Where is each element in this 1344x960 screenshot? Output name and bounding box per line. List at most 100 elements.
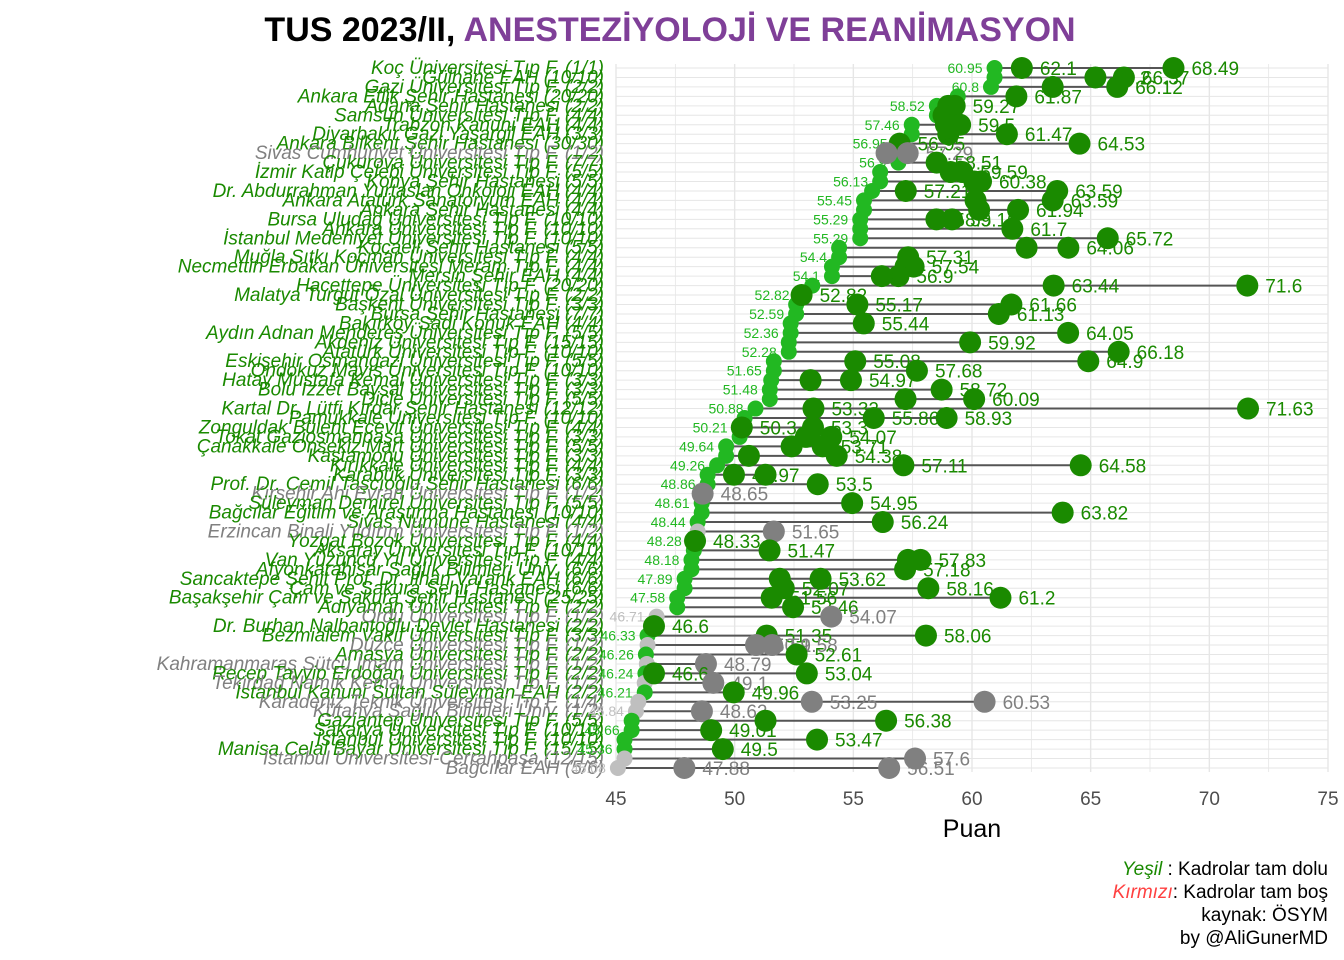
row-label: Aksaray Üniversitesi Tıp F. (10/10) (313, 540, 604, 561)
chart-title: TUS 2023/II, ANESTEZİYOLOJİ VE REANİMASY… (264, 11, 1075, 49)
data-point-label: 60.09 (992, 390, 1040, 411)
data-point (642, 615, 665, 638)
data-point (1051, 501, 1074, 524)
row-label: Kırıkkale Üniversitesi Tıp F. (4/4) (330, 455, 604, 476)
data-point (799, 369, 822, 392)
data-point (871, 511, 894, 534)
data-point (875, 709, 898, 732)
data-point (1057, 321, 1080, 344)
low-marker (609, 760, 626, 776)
row-label: Recep Tayyip Erdoğan Üniversitesi Tıp F.… (212, 663, 604, 684)
data-point (802, 397, 825, 420)
data-point (790, 284, 813, 307)
row-label: Ordu Üniversitesi Tıp F. (1/2) (361, 607, 604, 628)
data-point-label: 57.54 (932, 258, 980, 279)
data-point-label: 56.24 (901, 513, 949, 534)
data-point (1084, 66, 1107, 89)
row-label: Ankara Şehir Hastanesi (4/4) (359, 200, 604, 221)
row-label: Süleyman Demirel Üniversitesi Tıp F. (5/… (249, 493, 604, 514)
data-point-label: 57.83 (938, 551, 986, 572)
data-point (852, 312, 875, 335)
row-label: Çanakkale Onsekiz Mart Üniversitesi Tıp … (197, 436, 604, 457)
data-point (694, 652, 717, 675)
row-label: Konya Şehir Hastanesi (5/5) (366, 172, 604, 193)
low-value-label: 45.66 (585, 722, 620, 738)
data-point (1057, 236, 1080, 259)
x-tick-label: 45 (605, 789, 626, 810)
row-label: Sancaktepe Şehit Prof. Dr. İlhan Varank … (180, 569, 604, 590)
low-value-label: 57.46 (865, 117, 900, 133)
row-label: Kastamonu Üniversitesi Tıp F. (3/3) (308, 446, 604, 467)
x-tick-label: 65 (1080, 789, 1101, 810)
data-point-label: 57.11 (921, 456, 967, 477)
row-label: Manisa Celal Bayar Üniversitesi Tıp F. (… (218, 739, 604, 760)
low-value-label: 51.65 (727, 363, 762, 379)
data-point (878, 757, 901, 779)
data-point-label: 54.97 (869, 371, 917, 392)
row-label: Adıyaman Üniversitesi Tıp F. (2/2) (317, 597, 604, 618)
caption-author: by @AliGunerMD (1180, 928, 1328, 949)
low-value-label: 50.21 (693, 419, 728, 435)
row-label: Ankara Etlik Şehir Hastanesi (20/20) (297, 86, 604, 107)
data-point-label: 59.59 (980, 163, 1028, 184)
row-label: Ankara Atatürk Sanatoryum EAH (4/4) (282, 190, 604, 211)
low-value-label: 46.26 (599, 646, 634, 662)
data-point (892, 454, 915, 477)
row-label: Ankara Üniversitesi Tıp F. (10/10) (321, 219, 604, 240)
row-label: Bursa Uludağ Üniversitesi Tıp F. (10/10) (267, 209, 604, 230)
data-point-label: 47.88 (702, 759, 750, 780)
data-point (1007, 198, 1030, 221)
data-point-label: 66.12 (1135, 78, 1183, 99)
data-point (820, 605, 843, 628)
chart-title-highlight: ANESTEZİYOLOJİ VE REANİMASYON (463, 11, 1075, 49)
x-tick-label: 55 (843, 789, 864, 810)
data-point-label: 52.07 (802, 579, 850, 600)
low-value-label: 47.89 (638, 571, 673, 587)
row-label: Muğla Sıtkı Koçman Üniversitesi Tıp F. (… (234, 247, 604, 268)
x-tick-label: 50 (724, 789, 745, 810)
data-point-label: 57.6 (933, 750, 970, 771)
data-point (684, 529, 707, 552)
row-label: Tekirdağ Namık Kemal Üniversitesi Tıp F.… (212, 673, 604, 694)
row-label: Dicle Üniversitesi Tıp F. (5/5) (362, 389, 605, 410)
low-value-label: 58.52 (890, 98, 925, 114)
data-point (1068, 132, 1091, 155)
data-point (959, 331, 982, 354)
caption-line-red: Kırmızı: Kadrolar tam boş (1113, 882, 1328, 903)
low-value-label: 45.36 (577, 741, 612, 757)
data-point-label: 63.82 (1081, 504, 1129, 525)
low-marker (747, 400, 764, 417)
data-point (785, 643, 808, 666)
data-point-label: 63.44 (1072, 277, 1120, 298)
data-point (844, 350, 867, 373)
data-point (963, 170, 986, 193)
data-point (825, 444, 848, 467)
data-point-label: 61.2 (1018, 589, 1055, 610)
low-marker (823, 268, 840, 285)
data-point (760, 586, 783, 609)
data-point (925, 208, 948, 231)
data-point (795, 662, 818, 685)
data-point-label: 57.21 (924, 182, 972, 203)
data-point (711, 738, 734, 761)
data-point-label: 58.93 (965, 409, 1013, 430)
x-tick-label: 75 (1317, 789, 1338, 810)
low-value-label: 56.13 (833, 174, 868, 190)
data-point (1237, 397, 1260, 420)
data-point (673, 757, 696, 779)
low-value-label: 46.24 (598, 665, 633, 681)
data-point-label: 53.47 (835, 731, 883, 752)
low-value-label: 51.48 (723, 382, 758, 398)
data-point (702, 671, 725, 694)
data-point (754, 709, 777, 732)
caption-red-word: Kırmızı (1113, 882, 1173, 903)
data-point (987, 302, 1010, 325)
row-label: Başakşehir Çam ve Sakura Şehir Hastanesi… (169, 588, 604, 609)
low-value-label: 48.44 (651, 514, 686, 530)
data-point-label: 61.66 (1029, 295, 1077, 316)
low-marker (669, 599, 686, 616)
data-point-label: 57.31 (926, 248, 974, 269)
low-value-label: 47.58 (630, 590, 665, 606)
row-label: İzmir Katip Çelebi Üniversitesi Tıp F. (… (255, 162, 604, 183)
